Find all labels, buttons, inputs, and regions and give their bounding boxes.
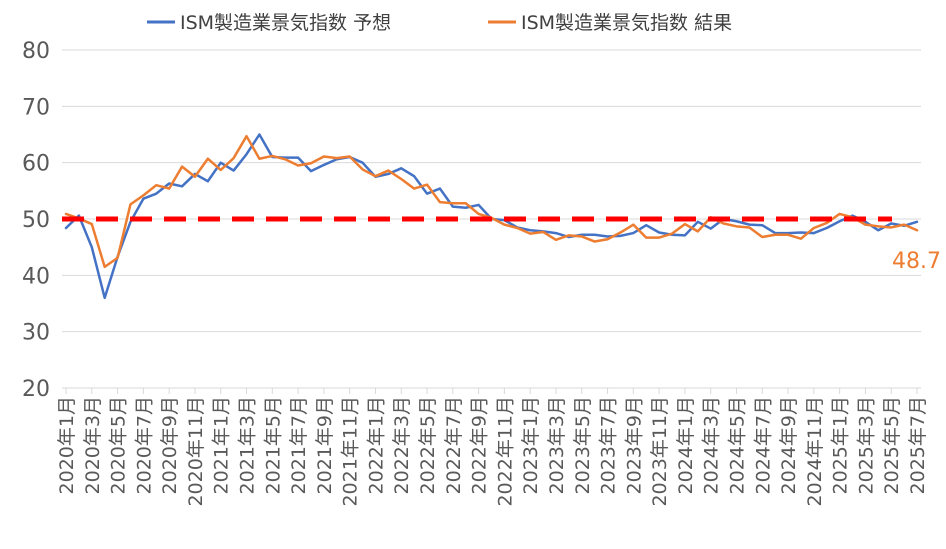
x-tick-label: 2023年3月	[546, 396, 568, 494]
x-tick-label: 2021年5月	[262, 396, 284, 494]
last-value-label: 48.7	[892, 249, 941, 274]
x-tick-label: 2021年7月	[288, 396, 310, 494]
x-tick-label: 2020年7月	[133, 396, 155, 494]
series-line-forecast	[64, 133, 919, 300]
x-tick-label: 2025年3月	[855, 396, 877, 494]
y-tick-label: 70	[22, 95, 50, 120]
y-axis: 20 30 40 50 60 70 80	[22, 39, 50, 402]
x-tick-label: 2022年11月	[494, 396, 516, 507]
y-tick-label: 80	[22, 39, 50, 64]
x-tick-label: 2023年1月	[520, 396, 542, 494]
x-tick-label: 2024年7月	[752, 396, 774, 494]
legend-label-forecast: ISM製造業景気指数 予想	[180, 12, 391, 34]
x-tick-label: 2024年1月	[675, 396, 697, 494]
y-tick-label: 60	[22, 152, 50, 177]
x-tick-label: 2024年9月	[778, 396, 800, 494]
gridlines	[62, 49, 921, 333]
y-tick-label: 30	[22, 321, 50, 346]
x-tick-label: 2022年1月	[365, 396, 387, 494]
x-tick-label: 2021年1月	[211, 396, 233, 494]
x-tick-label: 2025年5月	[881, 396, 903, 494]
x-tick-label: 2023年9月	[623, 396, 645, 494]
y-tick-label: 50	[22, 208, 50, 233]
x-tick-label: 2021年3月	[237, 396, 259, 494]
x-tick-label: 2022年5月	[417, 396, 439, 494]
series-line-actual	[64, 134, 919, 269]
x-tick-label: 2022年3月	[391, 396, 413, 494]
x-tick-label: 2020年11月	[185, 396, 207, 507]
x-tick-label: 2023年5月	[572, 396, 594, 494]
x-tick-label: 2025年7月	[907, 396, 929, 494]
x-tick-label: 2021年9月	[314, 396, 336, 494]
x-tick-label: 2025年1月	[830, 396, 852, 494]
x-tick-label: 2022年9月	[469, 396, 491, 494]
x-tick-label: 2023年11月	[649, 396, 671, 507]
x-axis: 2020年1月 2020年3月 2020年5月 2020年7月 2020年9月 2020年…	[56, 388, 929, 507]
x-tick-label: 2022年7月	[443, 396, 465, 494]
legend: ISM製造業景気指数 予想 ISM製造業景気指数 結果	[147, 12, 732, 34]
y-tick-label: 20	[22, 377, 50, 402]
plot-area	[64, 133, 919, 300]
x-tick-label: 2023年7月	[598, 396, 620, 494]
legend-label-actual: ISM製造業景気指数 結果	[521, 12, 732, 34]
x-tick-label: 2021年11月	[340, 396, 362, 507]
x-tick-label: 2020年9月	[159, 396, 181, 494]
x-tick-label: 2024年5月	[726, 396, 748, 494]
y-tick-label: 40	[22, 264, 50, 289]
x-tick-label: 2024年11月	[804, 396, 826, 507]
x-tick-label: 2020年3月	[82, 396, 104, 494]
x-tick-label: 2024年3月	[701, 396, 723, 494]
x-tick-label: 2020年1月	[56, 396, 78, 494]
x-tick-label: 2020年5月	[108, 396, 130, 494]
